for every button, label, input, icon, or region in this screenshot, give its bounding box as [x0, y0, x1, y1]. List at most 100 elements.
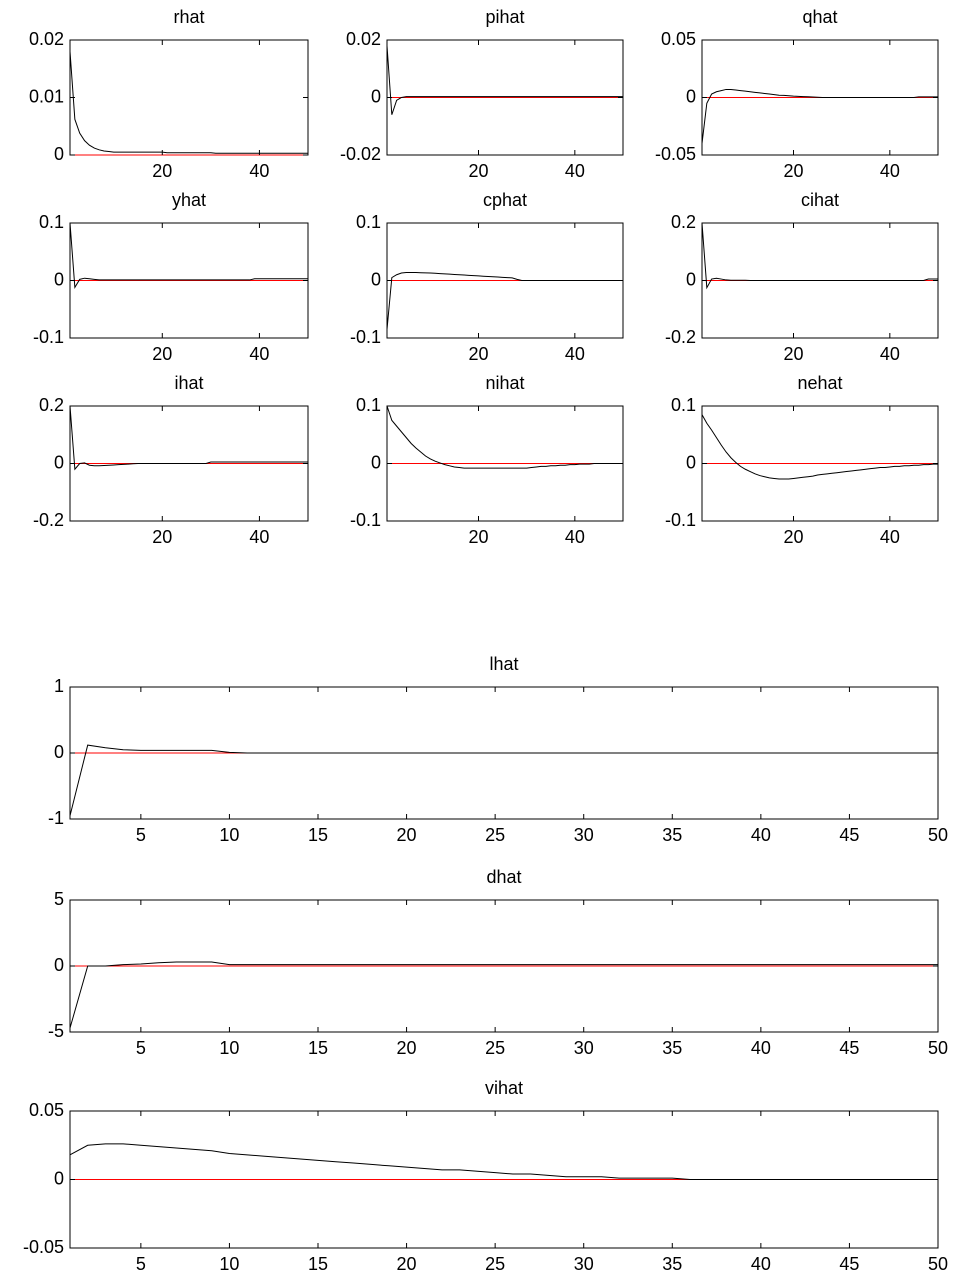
- x-tick-label: 20: [783, 161, 803, 181]
- x-tick-label: 50: [928, 1254, 948, 1274]
- chart-title: rhat: [173, 7, 204, 27]
- x-tick-label: 40: [880, 527, 900, 547]
- chart-title: nihat: [485, 373, 524, 393]
- x-tick-label: 40: [249, 344, 269, 364]
- x-tick-label: 25: [485, 1254, 505, 1274]
- y-tick-label: 0: [54, 269, 64, 289]
- y-tick-label: 0.2: [39, 395, 64, 415]
- y-tick-label: -0.05: [655, 144, 696, 164]
- y-tick-label: 0: [371, 452, 381, 472]
- y-tick-label: 0: [54, 144, 64, 164]
- y-tick-label: 0: [54, 742, 64, 762]
- x-tick-label: 20: [468, 527, 488, 547]
- x-tick-label: 40: [565, 527, 585, 547]
- x-tick-label: 45: [839, 825, 859, 845]
- y-tick-label: 0.2: [671, 212, 696, 232]
- x-tick-label: 20: [397, 825, 417, 845]
- x-tick-label: 5: [136, 1254, 146, 1274]
- line-series: [69, 222, 308, 290]
- y-tick-label: 0.1: [39, 212, 64, 232]
- chart-title: qhat: [802, 7, 837, 27]
- x-tick-label: 40: [249, 161, 269, 181]
- line-series: [386, 271, 623, 330]
- x-tick-label: 25: [485, 825, 505, 845]
- y-tick-label: 5: [54, 889, 64, 909]
- x-tick-label: 20: [152, 527, 172, 547]
- x-tick-label: 20: [468, 344, 488, 364]
- x-tick-label: 15: [308, 1038, 328, 1058]
- y-tick-label: -0.2: [33, 510, 64, 530]
- x-tick-label: 10: [219, 825, 239, 845]
- x-tick-label: 30: [574, 1254, 594, 1274]
- x-tick-label: 50: [928, 825, 948, 845]
- y-tick-label: -0.02: [340, 144, 381, 164]
- x-tick-label: 30: [574, 1038, 594, 1058]
- x-tick-label: 20: [397, 1254, 417, 1274]
- chart-title: vihat: [485, 1078, 523, 1098]
- y-tick-label: -0.1: [665, 510, 696, 530]
- y-tick-label: 0.1: [356, 395, 381, 415]
- x-tick-label: 40: [565, 344, 585, 364]
- y-tick-label: 0: [371, 86, 381, 106]
- line-series: [69, 51, 308, 154]
- chart-title: yhat: [172, 190, 206, 210]
- y-tick-label: 0: [54, 1168, 64, 1188]
- x-tick-label: 45: [839, 1254, 859, 1274]
- line-series: [701, 414, 938, 480]
- x-tick-label: 40: [751, 1038, 771, 1058]
- y-tick-label: 0: [54, 452, 64, 472]
- x-tick-label: 10: [219, 1038, 239, 1058]
- x-tick-label: 5: [136, 825, 146, 845]
- y-tick-label: -0.2: [665, 327, 696, 347]
- x-tick-label: 40: [249, 527, 269, 547]
- y-tick-label: 0.05: [29, 1100, 64, 1120]
- x-tick-label: 15: [308, 1254, 328, 1274]
- y-tick-label: 0: [371, 269, 381, 289]
- x-tick-label: 50: [928, 1038, 948, 1058]
- x-tick-label: 15: [308, 825, 328, 845]
- x-tick-label: 40: [880, 344, 900, 364]
- chart-title: pihat: [485, 7, 524, 27]
- x-tick-label: 35: [662, 1038, 682, 1058]
- x-tick-label: 40: [751, 825, 771, 845]
- y-tick-label: 0.1: [671, 395, 696, 415]
- x-tick-label: 20: [783, 527, 803, 547]
- x-tick-label: 20: [397, 1038, 417, 1058]
- line-series: [69, 1143, 938, 1180]
- x-tick-label: 40: [751, 1254, 771, 1274]
- line-series: [701, 222, 938, 290]
- axes-box: [69, 39, 309, 156]
- x-tick-label: 35: [662, 825, 682, 845]
- y-tick-label: 0: [686, 269, 696, 289]
- x-tick-label: 45: [839, 1038, 859, 1058]
- chart-title: lhat: [489, 654, 518, 674]
- y-tick-label: -0.1: [350, 327, 381, 347]
- chart-title: cihat: [801, 190, 839, 210]
- y-tick-label: 0.05: [661, 29, 696, 49]
- line-series: [386, 405, 623, 469]
- x-tick-label: 30: [574, 825, 594, 845]
- y-tick-label: 0.01: [29, 86, 64, 106]
- x-tick-label: 20: [152, 161, 172, 181]
- x-tick-label: 5: [136, 1038, 146, 1058]
- x-tick-label: 20: [468, 161, 488, 181]
- y-tick-label: -0.1: [33, 327, 64, 347]
- x-tick-label: 10: [219, 1254, 239, 1274]
- y-tick-label: -0.1: [350, 510, 381, 530]
- y-tick-label: 0.02: [346, 29, 381, 49]
- y-tick-label: 1: [54, 676, 64, 696]
- chart-title: nehat: [797, 373, 842, 393]
- y-tick-label: 0: [686, 86, 696, 106]
- chart-title: ihat: [174, 373, 203, 393]
- x-tick-label: 40: [565, 161, 585, 181]
- line-series: [69, 405, 308, 471]
- line-series: [69, 961, 938, 1029]
- y-tick-label: -5: [48, 1021, 64, 1041]
- y-tick-label: -0.05: [23, 1237, 64, 1257]
- y-tick-label: -1: [48, 808, 64, 828]
- line-series: [701, 88, 938, 144]
- chart-title: dhat: [486, 867, 521, 887]
- x-tick-label: 40: [880, 161, 900, 181]
- y-tick-label: 0: [54, 955, 64, 975]
